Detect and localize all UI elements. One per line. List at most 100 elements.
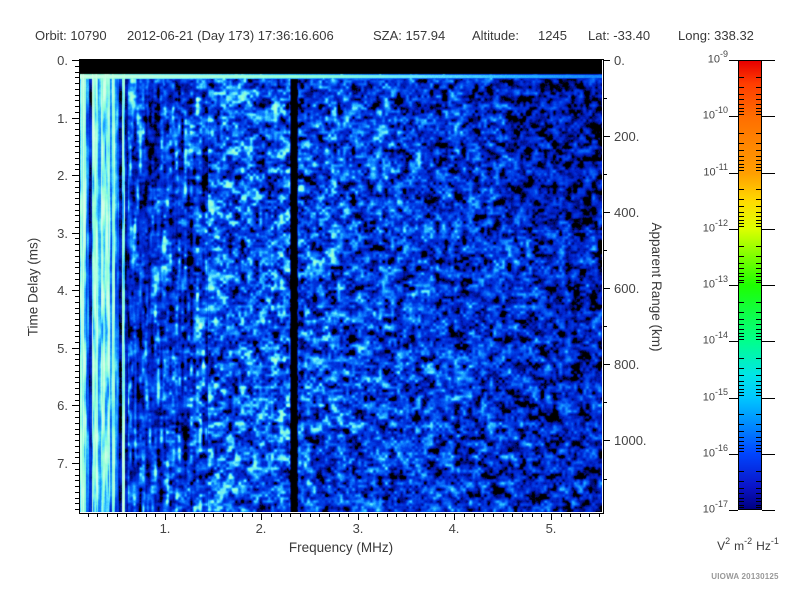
x-minor-tick (561, 513, 562, 517)
colorbar-minor-tick (739, 329, 744, 330)
y-minor-tick (75, 198, 79, 199)
colorbar-minor-tick (739, 263, 744, 264)
x-minor-tick (310, 513, 311, 517)
y-minor-tick (75, 152, 79, 153)
y2-major-tick (603, 440, 610, 441)
y-minor-tick (75, 434, 79, 435)
colorbar-minor-tick (756, 114, 761, 115)
y-minor-tick (75, 469, 79, 470)
colorbar-minor-tick (739, 368, 744, 369)
colorbar-minor-tick (739, 381, 744, 382)
x-minor-tick (88, 513, 89, 517)
colorbar-minor-tick (739, 199, 744, 200)
colorbar-major-tick (762, 229, 775, 230)
y-minor-tick (75, 262, 79, 263)
y-tick-label: 1. (57, 111, 68, 126)
y-minor-tick (75, 336, 79, 337)
colorbar-minor-tick (756, 505, 761, 506)
y-minor-tick (75, 486, 79, 487)
x-minor-tick (242, 513, 243, 517)
colorbar-minor-tick (756, 87, 761, 88)
colorbar-minor-tick (756, 246, 761, 247)
y-minor-tick (75, 452, 79, 453)
y-minor-tick (75, 400, 79, 401)
colorbar-major-tick (729, 398, 738, 399)
colorbar-major-tick (729, 341, 738, 342)
colorbar-minor-tick (739, 441, 744, 442)
x-minor-tick (589, 513, 590, 517)
colorbar-tick-label: 10-14 (702, 330, 728, 347)
x-minor-tick (541, 513, 542, 517)
colorbar-minor-tick (739, 437, 744, 438)
y2-major-tick (603, 60, 610, 61)
x-minor-tick (532, 513, 533, 517)
x-minor-tick (107, 513, 108, 517)
x-minor-tick (464, 513, 465, 517)
y-major-tick (72, 60, 79, 61)
colorbar-tick-label: 10-17 (702, 499, 728, 516)
x-minor-tick (445, 513, 446, 517)
y2-major-tick (603, 136, 610, 137)
y-minor-tick (75, 498, 79, 499)
y-minor-tick (75, 342, 79, 343)
x-minor-tick (290, 513, 291, 517)
colorbar-minor-tick (756, 220, 761, 221)
x-minor-tick (339, 513, 340, 517)
y-major-tick (72, 118, 79, 119)
y-minor-tick (75, 72, 79, 73)
colorbar-minor-tick (739, 99, 744, 100)
colorbar-minor-tick (756, 381, 761, 382)
colorbar-minor-tick (739, 276, 744, 277)
x-minor-tick (493, 513, 494, 517)
colorbar-minor-tick (756, 99, 761, 100)
datetime-info: 2012-06-21 (Day 173) 17:36:16.606 (127, 28, 334, 43)
y-minor-tick (75, 279, 79, 280)
colorbar-minor-tick (756, 312, 761, 313)
y-minor-tick (75, 446, 79, 447)
colorbar-minor-tick (739, 389, 744, 390)
colorbar-minor-tick (739, 505, 744, 506)
colorbar-major-tick (729, 173, 738, 174)
colorbar-tick-label: 10-10 (702, 105, 728, 122)
y-minor-tick (75, 319, 79, 320)
colorbar-minor-tick (756, 441, 761, 442)
x-minor-tick (522, 513, 523, 517)
y-minor-tick (75, 388, 79, 389)
y-minor-tick (75, 83, 79, 84)
lat-info: Lat: -33.40 (588, 28, 651, 43)
y-minor-tick (75, 89, 79, 90)
colorbar-minor-tick (756, 268, 761, 269)
y-minor-tick (75, 164, 79, 165)
y-minor-tick (75, 135, 79, 136)
colorbar-minor-tick (756, 189, 761, 190)
y-major-tick (72, 290, 79, 291)
colorbar-tick-label: 10-12 (702, 218, 728, 235)
colorbar-minor-tick (739, 451, 744, 452)
y-minor-tick (75, 440, 79, 441)
colorbar-minor-tick (739, 498, 744, 499)
x-major-tick (454, 513, 455, 520)
y-minor-tick (75, 354, 79, 355)
colorbar-minor-tick (756, 385, 761, 386)
colorbar-minor-tick (739, 87, 744, 88)
colorbar-minor-tick (756, 329, 761, 330)
altitude-value: 1245 (538, 28, 567, 43)
y-minor-tick (75, 158, 79, 159)
y-minor-tick (75, 382, 79, 383)
colorbar-minor-tick (756, 339, 761, 340)
y-minor-tick (75, 227, 79, 228)
y-major-tick (72, 405, 79, 406)
colorbar-minor-tick (739, 339, 744, 340)
colorbar-tick-label: 10-13 (702, 274, 728, 291)
colorbar-minor-tick (756, 448, 761, 449)
colorbar-minor-tick (756, 507, 761, 508)
y-minor-tick (75, 141, 79, 142)
colorbar-minor-tick (756, 170, 761, 171)
colorbar-minor-tick (739, 273, 744, 274)
colorbar-minor-tick (756, 167, 761, 168)
x-minor-tick (175, 513, 176, 517)
colorbar-minor-tick (739, 223, 744, 224)
colorbar-major-tick (729, 116, 738, 117)
x-minor-tick (126, 513, 127, 517)
y-minor-tick (75, 146, 79, 147)
